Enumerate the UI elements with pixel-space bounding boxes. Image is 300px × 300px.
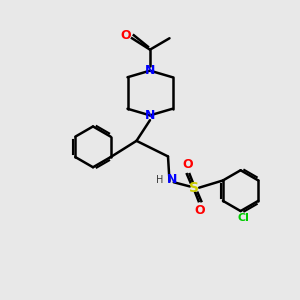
Text: O: O — [195, 204, 206, 217]
Text: N: N — [145, 64, 155, 77]
Text: H: H — [156, 175, 164, 184]
Text: O: O — [183, 158, 194, 171]
Text: Cl: Cl — [238, 213, 250, 223]
Text: O: O — [121, 29, 131, 42]
Text: S: S — [189, 181, 199, 195]
Text: N: N — [167, 173, 177, 186]
Text: N: N — [145, 109, 155, 122]
